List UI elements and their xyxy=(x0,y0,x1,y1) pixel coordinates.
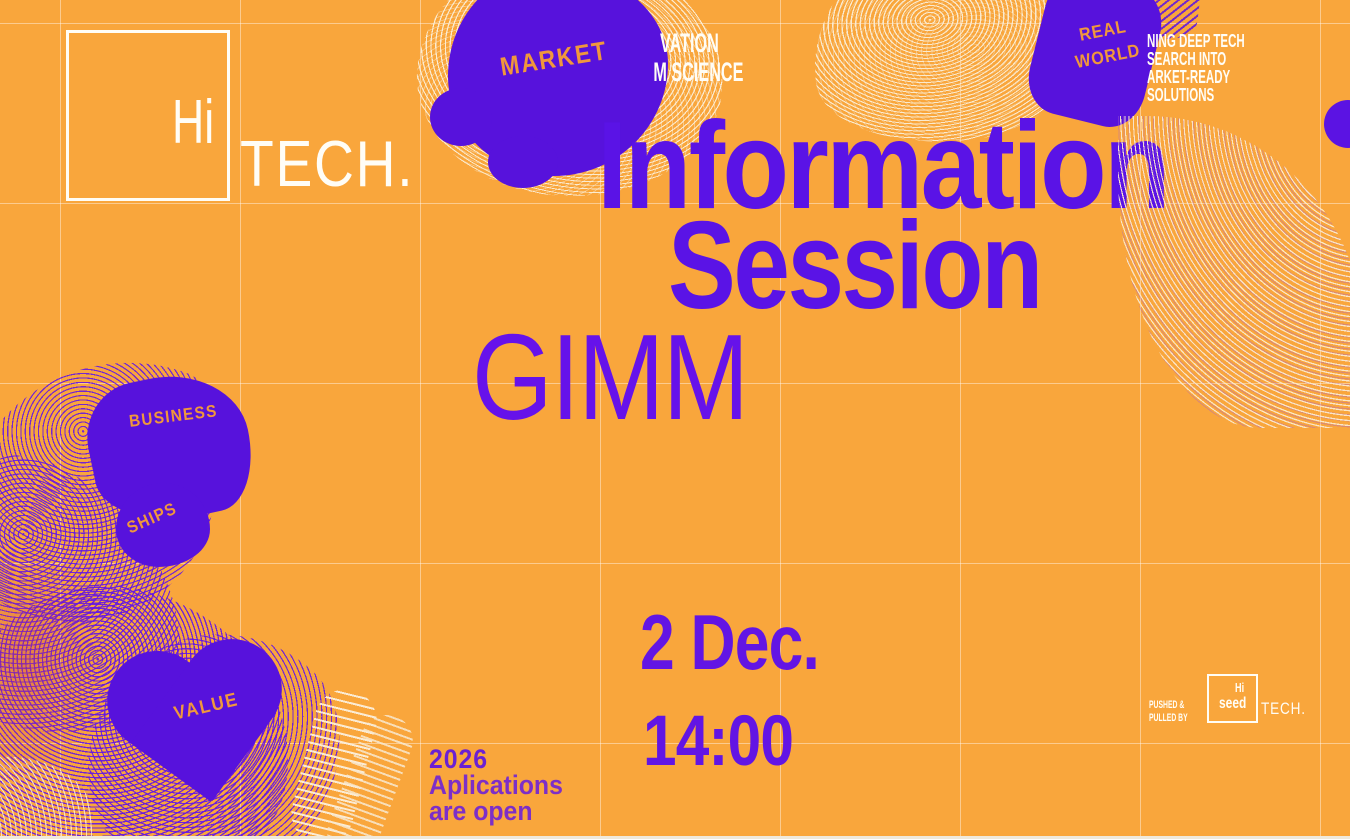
credit-line1: PUSHED & xyxy=(1149,699,1185,711)
tagline-center-line1: VATION xyxy=(660,28,719,58)
applications-year: 2026 xyxy=(429,744,488,774)
bottom-edge-strip xyxy=(0,836,1350,839)
tagline-right-line: NING DEEP TECH xyxy=(1147,31,1245,51)
hitech-logo-square xyxy=(66,30,230,201)
hitech-logo-hi: Hi xyxy=(172,88,215,157)
hiseedtech-logo-tech: TECH. xyxy=(1261,699,1306,718)
tagline-right-line: SEARCH INTO xyxy=(1147,49,1227,69)
credit-text: PUSHED & PULLED BY xyxy=(1149,699,1188,725)
hiseedtech-logo-seed: seed xyxy=(1219,695,1247,712)
hiseedtech-logo-hi: Hi xyxy=(1235,680,1245,695)
tagline-right: NING DEEP TECH SEARCH INTO ARKET-READY S… xyxy=(1147,32,1245,104)
tagline-center: VATION M SCIENCE xyxy=(653,28,743,87)
applications-block: 2026 Aplications are open xyxy=(429,744,563,826)
applications-line1: Aplications xyxy=(429,770,563,800)
program-name: GIMM xyxy=(472,309,749,445)
tagline-center-line2: M SCIENCE xyxy=(653,57,744,87)
applications-line2: are open xyxy=(429,796,533,826)
value-blob xyxy=(94,636,309,836)
event-time: 14:00 xyxy=(643,702,794,781)
event-date: 2 Dec. xyxy=(640,598,820,686)
hiseedtech-logo-square xyxy=(1207,674,1258,723)
tagline-right-line: ARKET-READY xyxy=(1147,67,1231,87)
credit-line2: PULLED BY xyxy=(1149,712,1188,724)
tagline-right-line: SOLUTIONS xyxy=(1147,85,1215,105)
headline-line2: Session xyxy=(668,197,1043,335)
hitech-logo-tech: TECH. xyxy=(240,127,415,200)
